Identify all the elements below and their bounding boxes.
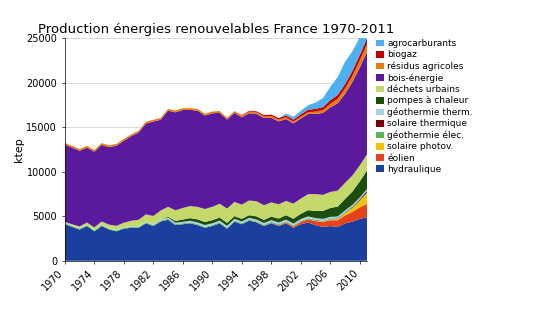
Title: Production énergies renouvelables France 1970-2011: Production énergies renouvelables France…	[38, 23, 394, 36]
Legend: agrocarburants, biogaz, résidus agricoles, bois-énergie, déchets urbains, pompes: agrocarburants, biogaz, résidus agricole…	[375, 38, 474, 175]
Y-axis label: ktep: ktep	[14, 137, 24, 162]
